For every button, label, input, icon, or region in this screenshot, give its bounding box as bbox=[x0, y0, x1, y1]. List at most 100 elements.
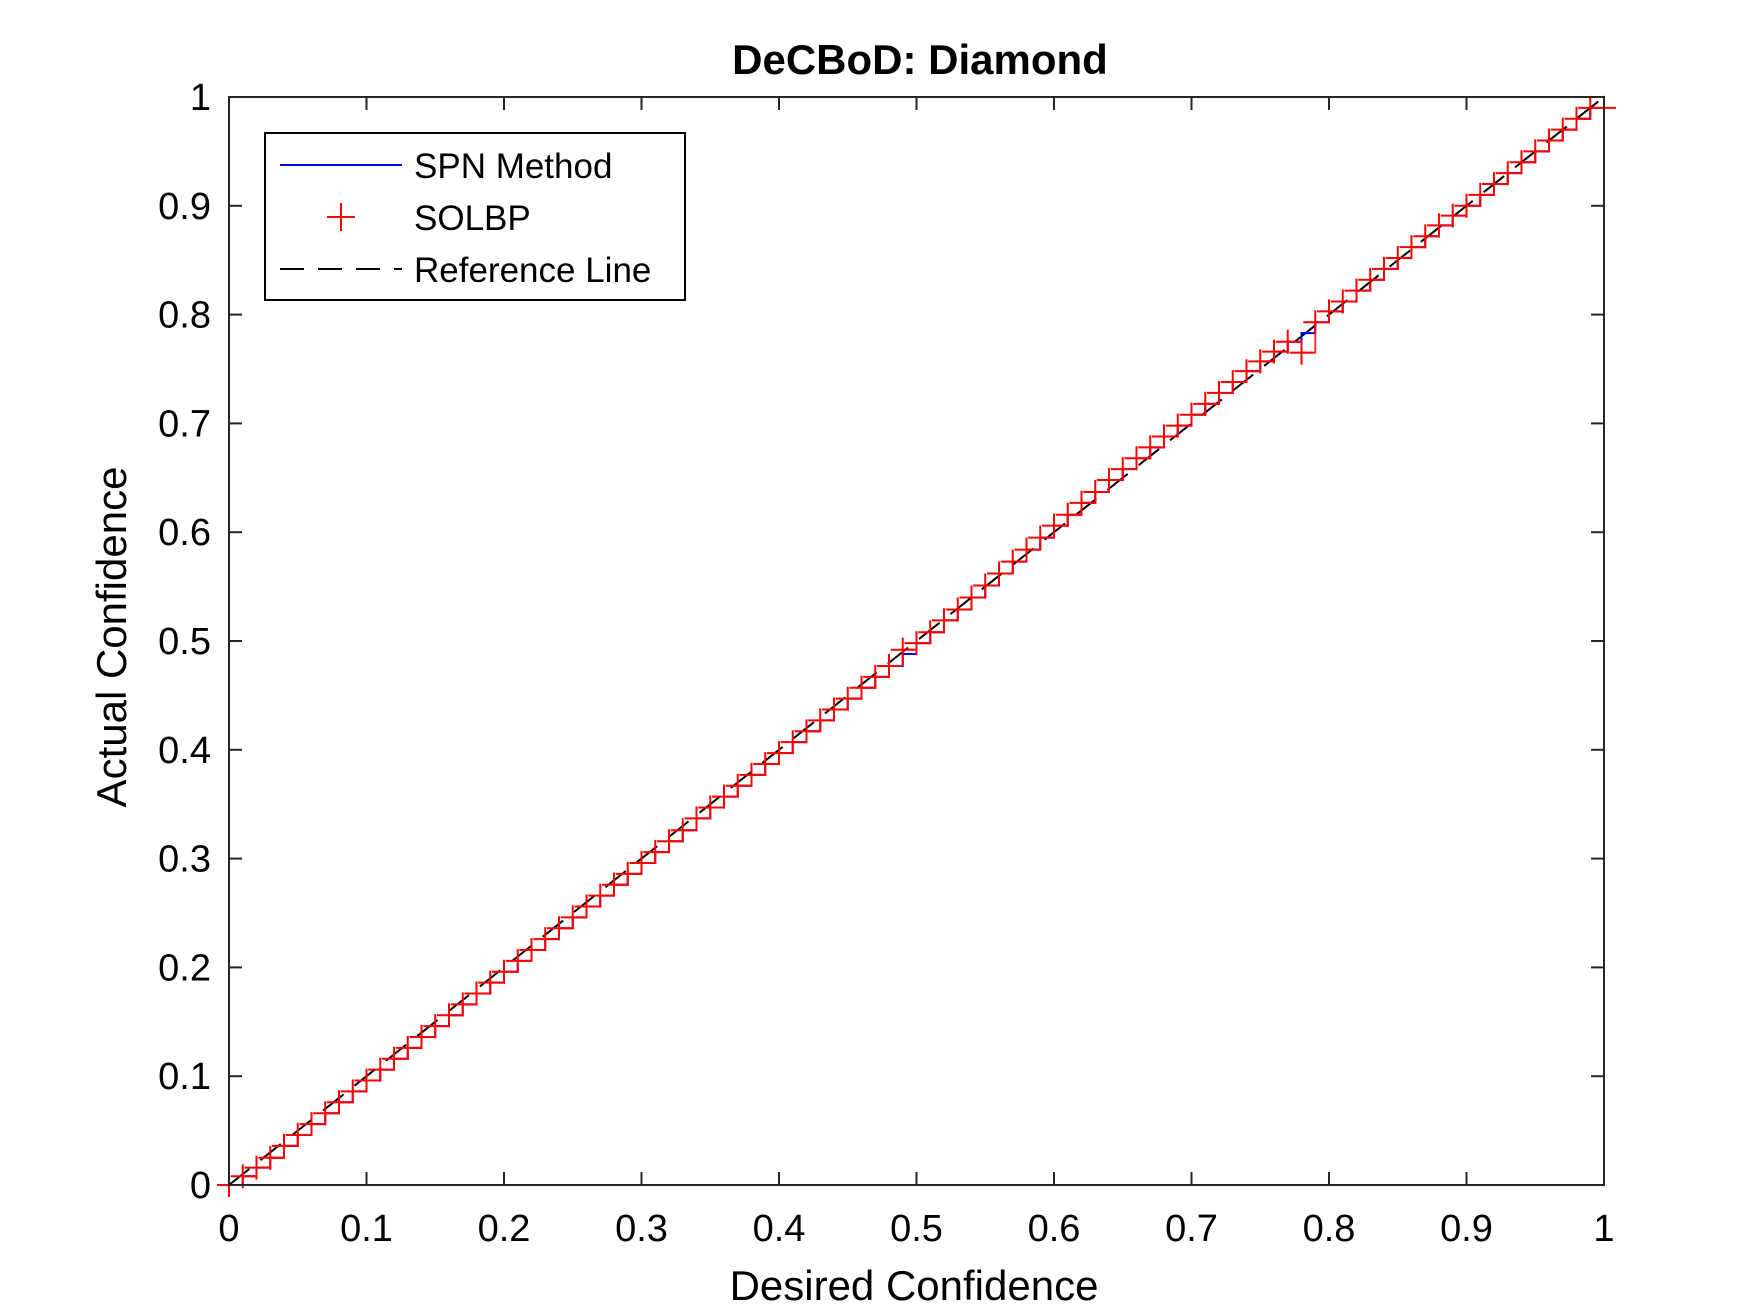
solbp-marker bbox=[1069, 490, 1094, 515]
x-tick-label: 0.7 bbox=[1165, 1208, 1218, 1250]
solbp-marker bbox=[643, 840, 668, 865]
solbp-marker bbox=[464, 981, 489, 1006]
axes-box bbox=[228, 96, 1605, 1186]
solbp-marker bbox=[1440, 203, 1465, 228]
solbp-marker bbox=[739, 762, 764, 787]
x-tick-label: 0.1 bbox=[340, 1208, 393, 1250]
solbp-marker bbox=[1248, 349, 1273, 374]
solbp-marker bbox=[863, 664, 888, 689]
legend-swatch-solbp bbox=[327, 203, 355, 231]
solbp-marker bbox=[932, 608, 956, 633]
solbp-marker bbox=[272, 1133, 296, 1158]
axis-ticks: 0 0.1 0.2 0.3 0.4 0.5 0.6 0.7 0.8 0.9 1 0 0.1 0.2 0.3 0… bbox=[158, 77, 1614, 1250]
solbp-marker bbox=[1055, 502, 1080, 527]
y-tick-label: 0 bbox=[190, 1165, 211, 1207]
solbp-marker bbox=[629, 850, 654, 875]
solbp-marker bbox=[945, 597, 970, 622]
solbp-marker bbox=[1523, 139, 1548, 164]
solbp-marker bbox=[1042, 513, 1066, 538]
solbp-marker bbox=[1537, 128, 1561, 153]
solbp-marker bbox=[835, 686, 860, 711]
solbp-marker bbox=[959, 585, 984, 610]
solbp-marker bbox=[1330, 289, 1355, 314]
solbp-marker bbox=[244, 1155, 269, 1180]
solbp-marker bbox=[1413, 224, 1438, 249]
solbp-marker bbox=[340, 1079, 365, 1104]
solbp-marker bbox=[849, 675, 874, 700]
solbp-marker bbox=[574, 894, 599, 919]
solbp-marker bbox=[1262, 339, 1286, 364]
solbp-marker bbox=[560, 905, 585, 930]
solbp-marker bbox=[780, 730, 805, 755]
solbp-marker bbox=[1234, 359, 1259, 384]
solbp-marker bbox=[1482, 172, 1506, 197]
solbp-marker bbox=[1138, 435, 1163, 460]
solbp-marker bbox=[450, 992, 475, 1017]
legend-label-solbp: SOLBP bbox=[414, 199, 531, 238]
solbp-marker bbox=[1564, 106, 1589, 131]
solbp-marker bbox=[670, 818, 695, 843]
x-tick-label: 0.3 bbox=[615, 1208, 668, 1250]
solbp-marker bbox=[1454, 193, 1479, 218]
solbp-marker bbox=[1427, 213, 1451, 238]
solbp-marker bbox=[1385, 246, 1410, 271]
solbp-marker bbox=[684, 806, 709, 831]
solbp-marker bbox=[382, 1046, 406, 1071]
x-tick-label: 0 bbox=[218, 1208, 239, 1250]
solbp-marker bbox=[1097, 467, 1121, 492]
solbp-marker bbox=[698, 795, 723, 820]
solbp-marker bbox=[904, 631, 929, 656]
solbp-marker bbox=[258, 1145, 283, 1170]
chart-title: DeCBoD: Diamond bbox=[732, 36, 1108, 83]
solbp-marker bbox=[712, 784, 736, 809]
solbp-marker bbox=[313, 1101, 338, 1126]
y-tick-label: 0.9 bbox=[158, 186, 211, 228]
solbp-marker bbox=[1550, 117, 1575, 142]
solbp-marker bbox=[1207, 380, 1231, 405]
data-series bbox=[217, 95, 1616, 1197]
solbp-marker bbox=[1317, 299, 1341, 324]
solbp-marker bbox=[1028, 525, 1053, 550]
solbp-marker bbox=[588, 883, 613, 908]
solbp-marker bbox=[1165, 413, 1190, 438]
solbp-marker bbox=[1000, 549, 1025, 574]
solbp-marker bbox=[808, 708, 833, 733]
x-tick-label: 0.5 bbox=[890, 1208, 943, 1250]
y-tick-label: 0.1 bbox=[158, 1056, 211, 1098]
solbp-marker bbox=[1358, 267, 1383, 292]
solbp-marker bbox=[1152, 424, 1176, 449]
solbp-marker bbox=[918, 620, 943, 645]
x-tick-label: 0.9 bbox=[1440, 1208, 1493, 1250]
solbp-marker bbox=[395, 1035, 420, 1060]
solbp-marker bbox=[437, 1003, 461, 1028]
y-axis-label: Actual Confidence bbox=[88, 467, 135, 808]
solbp-marker bbox=[492, 959, 516, 984]
solbp-marker bbox=[1014, 537, 1039, 562]
solbp-marker bbox=[409, 1025, 434, 1050]
solbp-marker bbox=[1220, 370, 1245, 395]
y-tick-label: 0.6 bbox=[158, 512, 211, 554]
solbp-marker bbox=[299, 1112, 324, 1137]
solbp-marker bbox=[1179, 402, 1204, 427]
solbp-marker bbox=[1372, 256, 1396, 281]
solbp-marker bbox=[973, 573, 998, 598]
x-tick-label: 0.2 bbox=[478, 1208, 531, 1250]
solbp-marker bbox=[1344, 278, 1369, 303]
legend-label-reference: Reference Line bbox=[414, 251, 651, 290]
solbp-marker bbox=[725, 773, 750, 798]
solbp-marker bbox=[1193, 391, 1218, 416]
solbp-marker bbox=[1468, 182, 1493, 207]
solbp-marker bbox=[533, 927, 558, 952]
y-tick-label: 0.4 bbox=[158, 730, 211, 772]
y-tick-label: 0.3 bbox=[158, 839, 211, 881]
solbp-marker bbox=[478, 970, 503, 995]
solbp-marker bbox=[1110, 457, 1135, 482]
solbp-marker bbox=[602, 872, 626, 897]
solbp-marker bbox=[368, 1057, 393, 1082]
legend: SPN Method SOLBP Reference Line bbox=[264, 132, 686, 301]
y-tick-label: 0.8 bbox=[158, 295, 211, 337]
solbp-marker bbox=[987, 561, 1011, 586]
solbp-marker bbox=[505, 948, 530, 973]
solbp-marker bbox=[794, 719, 819, 744]
